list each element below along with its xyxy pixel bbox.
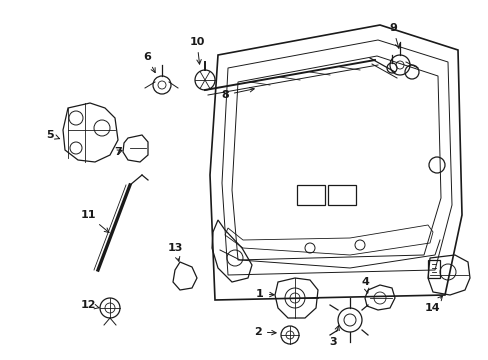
Text: 6: 6 bbox=[143, 52, 155, 73]
Text: 12: 12 bbox=[80, 300, 99, 310]
Text: 10: 10 bbox=[189, 37, 204, 64]
Text: 11: 11 bbox=[80, 210, 109, 233]
Text: 8: 8 bbox=[221, 87, 254, 100]
Text: 4: 4 bbox=[360, 277, 368, 293]
Text: 5: 5 bbox=[46, 130, 60, 140]
Text: 7: 7 bbox=[114, 147, 122, 157]
Bar bbox=[296, 185, 325, 205]
Text: 2: 2 bbox=[254, 327, 276, 337]
Bar bbox=[427, 260, 439, 278]
Text: 14: 14 bbox=[423, 296, 442, 313]
Text: 9: 9 bbox=[388, 23, 399, 48]
Text: 3: 3 bbox=[328, 326, 339, 347]
Text: 13: 13 bbox=[167, 243, 183, 261]
Bar bbox=[327, 185, 355, 205]
Text: 1: 1 bbox=[256, 289, 274, 299]
